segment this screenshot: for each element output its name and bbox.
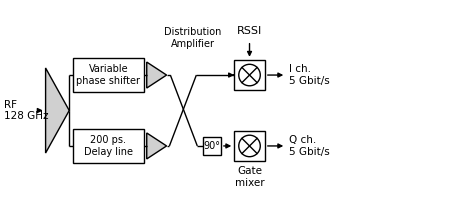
FancyBboxPatch shape — [73, 129, 144, 163]
Polygon shape — [147, 62, 166, 88]
Text: Q ch.
5 Gbit/s: Q ch. 5 Gbit/s — [289, 135, 329, 157]
Text: 90°: 90° — [203, 141, 220, 151]
Text: RF
128 GHz: RF 128 GHz — [4, 100, 49, 121]
Text: Gate
mixer: Gate mixer — [235, 166, 264, 188]
Polygon shape — [147, 133, 166, 159]
Circle shape — [239, 64, 260, 86]
Text: Distribution
Amplifier: Distribution Amplifier — [164, 27, 221, 49]
Text: I ch.
5 Gbit/s: I ch. 5 Gbit/s — [289, 64, 329, 86]
FancyBboxPatch shape — [234, 131, 265, 161]
Polygon shape — [46, 68, 69, 153]
Text: RSSI: RSSI — [237, 26, 262, 36]
Text: Variable
phase shifter: Variable phase shifter — [76, 64, 140, 86]
FancyBboxPatch shape — [73, 58, 144, 92]
FancyBboxPatch shape — [203, 137, 221, 155]
FancyBboxPatch shape — [234, 60, 265, 90]
Text: 200 ps.
Delay line: 200 ps. Delay line — [84, 135, 133, 157]
Circle shape — [239, 135, 260, 157]
